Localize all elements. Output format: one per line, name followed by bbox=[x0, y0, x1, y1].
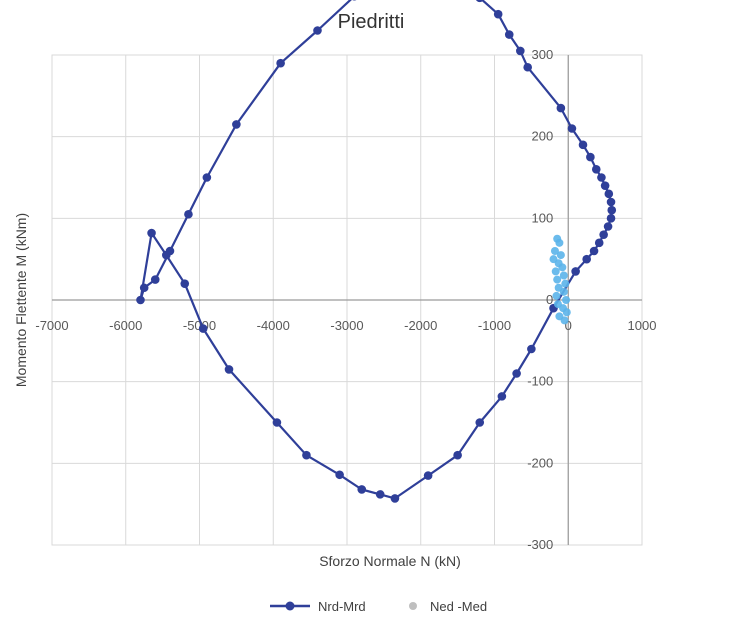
data-point bbox=[606, 197, 616, 207]
data-point bbox=[276, 58, 285, 68]
data-point bbox=[558, 263, 567, 272]
y-tick-label: 300 bbox=[532, 47, 554, 62]
data-point bbox=[497, 392, 507, 401]
y-tick-label: 100 bbox=[532, 210, 554, 225]
x-axis-title: Sforzo Normale N (kN) bbox=[319, 553, 461, 569]
y-tick-label: 200 bbox=[532, 129, 554, 144]
data-point bbox=[594, 238, 604, 248]
data-point bbox=[357, 485, 367, 494]
legend-marker-ned-med bbox=[409, 602, 417, 610]
data-point bbox=[136, 295, 145, 305]
tick-labels: -7000 -6000 -5000 -4000 -3000 -2000 -1000 0 1000… bbox=[35, 47, 656, 552]
data-point bbox=[597, 173, 606, 182]
data-point bbox=[603, 222, 613, 231]
data-point bbox=[180, 279, 190, 288]
data-point bbox=[453, 450, 462, 460]
x-tick-label: 0 bbox=[565, 318, 572, 333]
data-point bbox=[599, 230, 608, 239]
data-point bbox=[562, 296, 571, 304]
data-point bbox=[567, 124, 577, 133]
data-point bbox=[302, 450, 311, 460]
data-point bbox=[550, 247, 559, 255]
data-point bbox=[578, 140, 588, 150]
data-point bbox=[562, 308, 571, 317]
x-tick-label: -4000 bbox=[257, 318, 290, 333]
data-point bbox=[559, 287, 568, 296]
legend: Nrd-Mrd Ned -Med bbox=[270, 599, 487, 614]
data-point bbox=[147, 228, 156, 238]
data-point bbox=[184, 209, 193, 219]
data-point bbox=[493, 9, 503, 19]
x-tick-label: -2000 bbox=[404, 318, 437, 333]
data-point bbox=[272, 418, 282, 427]
y-axis-title: Momento Flettente M (kNm) bbox=[13, 213, 29, 387]
y-tick-label: -100 bbox=[527, 374, 553, 389]
data-point bbox=[232, 120, 241, 129]
data-point bbox=[390, 494, 400, 503]
data-point bbox=[504, 30, 514, 39]
legend-marker-nrd-mrd bbox=[285, 601, 295, 611]
data-point bbox=[586, 152, 595, 162]
data-point bbox=[162, 250, 171, 260]
x-tick-label: -5000 bbox=[183, 318, 216, 333]
data-point bbox=[313, 26, 322, 35]
data-point bbox=[523, 62, 532, 72]
data-point bbox=[516, 46, 525, 56]
data-point bbox=[552, 291, 561, 300]
x-tick-label: -1000 bbox=[478, 318, 511, 333]
series-layer bbox=[136, 0, 617, 503]
data-point bbox=[555, 238, 564, 247]
data-point bbox=[527, 344, 536, 354]
x-tick-label: -7000 bbox=[35, 318, 68, 333]
data-point bbox=[335, 470, 344, 480]
data-point bbox=[571, 267, 580, 276]
data-point bbox=[607, 205, 617, 215]
data-point bbox=[352, 0, 357, 1]
chart-title: Piedritti bbox=[338, 11, 405, 33]
data-point bbox=[556, 103, 566, 113]
data-point bbox=[475, 418, 485, 427]
data-point bbox=[198, 324, 208, 333]
legend-label-nrd-mrd: Nrd-Mrd bbox=[318, 599, 366, 614]
data-point bbox=[551, 267, 560, 276]
data-point bbox=[600, 181, 610, 190]
data-point bbox=[604, 189, 614, 199]
data-point bbox=[560, 316, 569, 325]
data-point bbox=[589, 246, 599, 256]
y-tick-label: -300 bbox=[527, 537, 553, 552]
data-point bbox=[224, 365, 234, 374]
legend-label-ned-med: Ned -Med bbox=[430, 599, 487, 614]
data-point bbox=[606, 214, 616, 223]
y-tick-label: 0 bbox=[546, 292, 553, 307]
data-point bbox=[512, 369, 521, 378]
data-point bbox=[476, 0, 484, 3]
data-point bbox=[582, 254, 591, 264]
x-tick-label: -6000 bbox=[109, 318, 142, 333]
data-point bbox=[559, 271, 568, 280]
data-point bbox=[556, 251, 565, 260]
data-point bbox=[150, 275, 160, 284]
data-point bbox=[375, 490, 385, 499]
y-tick-label: -200 bbox=[527, 455, 553, 470]
x-tick-label: -3000 bbox=[330, 318, 363, 333]
data-point bbox=[561, 279, 570, 288]
x-tick-label: 1000 bbox=[628, 318, 657, 333]
data-point bbox=[553, 275, 562, 284]
data-point bbox=[139, 283, 149, 293]
data-point bbox=[423, 471, 433, 480]
data-point bbox=[202, 173, 212, 182]
data-point bbox=[591, 165, 601, 174]
